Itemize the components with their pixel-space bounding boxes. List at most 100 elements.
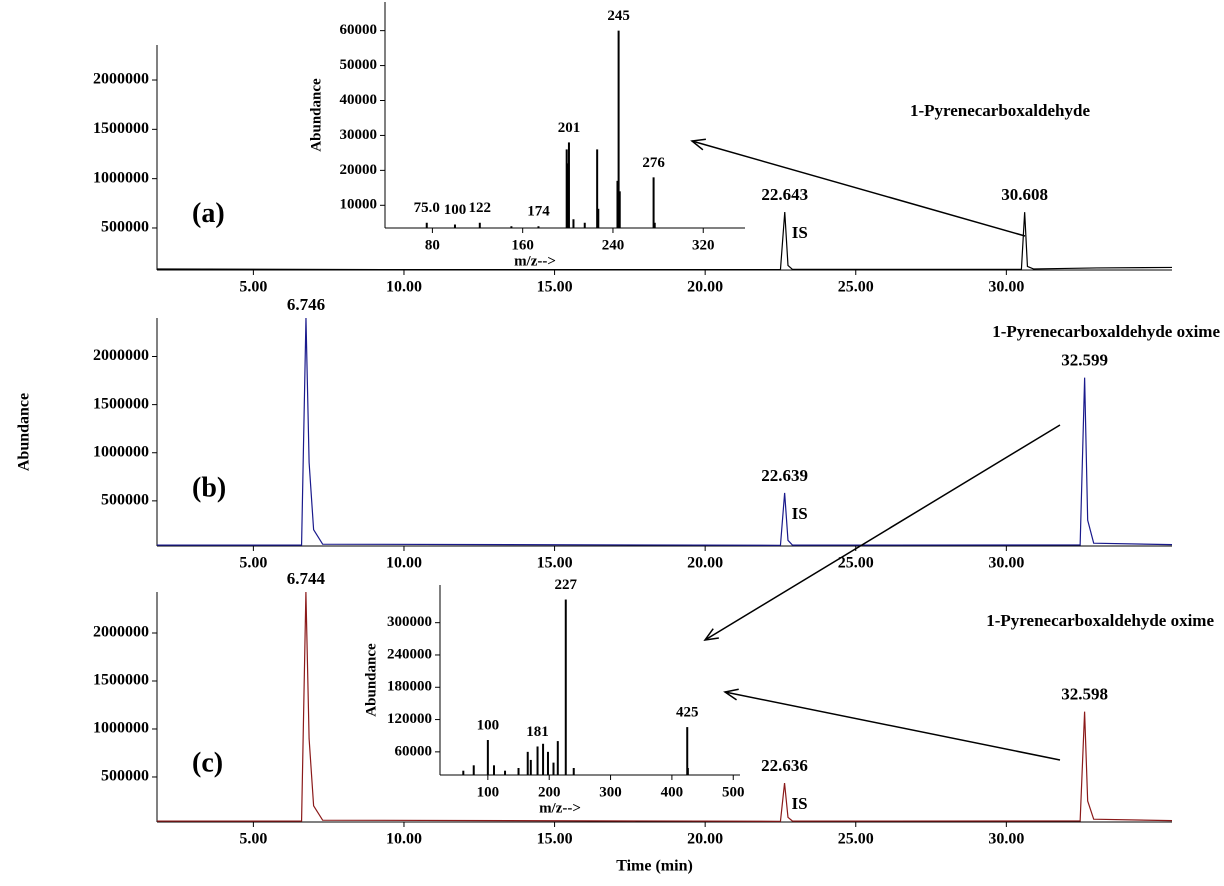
spectrum-bar — [567, 142, 570, 228]
chromatogram — [156, 211, 1173, 271]
y-tick-label: 1000000 — [93, 169, 149, 186]
x-tick-label: 10.00 — [386, 279, 422, 296]
panel-label: (a) — [192, 198, 225, 229]
arrow-head — [690, 138, 706, 151]
arrow — [724, 691, 1061, 761]
spectrum-bar — [462, 770, 465, 775]
spectrum-bar — [572, 219, 575, 228]
y-tick-label: 60000 — [340, 22, 378, 38]
y-tick-label: 1500000 — [93, 120, 149, 137]
spectrum-bar — [478, 222, 481, 228]
spectrum-bar — [572, 768, 575, 775]
spectrum-bar — [552, 762, 555, 775]
spectrum-bar — [652, 177, 655, 228]
spectrum-peak-label: 425 — [676, 705, 699, 721]
spectrum-bar — [542, 743, 545, 775]
arrow-head — [723, 688, 739, 701]
spectrum-bar — [425, 222, 428, 228]
x-tick-label: 80 — [425, 237, 440, 253]
y-tick-label: 1500000 — [93, 395, 149, 412]
panel-label: (b) — [192, 472, 226, 503]
spectrum-bar — [504, 770, 507, 775]
y-tick-label: 500000 — [101, 492, 149, 509]
spectrum-bar — [537, 226, 540, 228]
peak-label: 6.744 — [287, 569, 326, 588]
spectrum-bar — [565, 149, 568, 228]
chromatogram — [157, 317, 1173, 546]
spectrum-peak-label: 276 — [642, 155, 665, 171]
spectrum-bar — [566, 163, 569, 228]
peak-label: 6.746 — [287, 295, 325, 314]
y-tick-label: 120000 — [387, 711, 432, 727]
x-tick-label: 25.00 — [838, 555, 874, 572]
panel-title: 1-Pyrenecarboxaldehyde — [910, 101, 1091, 120]
arrows — [690, 138, 1061, 761]
spectrum-bar — [617, 30, 620, 228]
x-tick-label: 25.00 — [838, 279, 874, 296]
spectrum-bar — [583, 222, 586, 228]
x-tick-label: 30.00 — [988, 279, 1024, 296]
chromatogram — [157, 591, 1173, 822]
spectrum-bar — [653, 222, 656, 228]
spectrum-bar — [564, 599, 567, 775]
y-axis-label: Abundance — [363, 643, 379, 717]
panel-title: 1-Pyrenecarboxaldehyde oxime — [986, 611, 1214, 630]
y-tick-label: 180000 — [387, 679, 432, 695]
x-tick-label: 25.00 — [838, 831, 874, 848]
x-tick-label: 20.00 — [687, 831, 723, 848]
spectrum-peak-label: 181 — [526, 724, 549, 740]
x-tick-label: 240 — [602, 237, 625, 253]
arrow — [704, 424, 1061, 641]
y-tick-label: 40000 — [340, 92, 378, 108]
x-tick-label: 30.00 — [988, 831, 1024, 848]
spectrum-bar — [510, 226, 513, 228]
spectrum-bar — [517, 768, 520, 775]
y-tick-label: 2000000 — [93, 71, 149, 88]
x-tick-label: 500 — [722, 784, 745, 800]
spectrum-peak-label: 100 — [444, 202, 467, 218]
arrow-head — [703, 628, 719, 641]
y-tick-label: 500000 — [101, 219, 149, 236]
spectrum-peak-label: 75.0 — [414, 200, 440, 216]
x-tick-label: 30.00 — [988, 555, 1024, 572]
x-tick-label: 10.00 — [386, 555, 422, 572]
x-tick-label: 160 — [511, 237, 534, 253]
spectrum-peak-label: 174 — [527, 204, 550, 220]
spectrum-bar — [616, 180, 619, 228]
y-axis-label: Abundance — [308, 78, 324, 152]
y-tick-label: 60000 — [395, 743, 433, 759]
x-tick-label: 5.00 — [239, 279, 267, 296]
spectrum-bar — [596, 149, 599, 228]
inset-background — [360, 585, 740, 815]
spectrum-bar — [472, 765, 475, 775]
spectrum-peak-label: 122 — [469, 200, 492, 216]
spectrum-peak-label: 201 — [558, 120, 581, 136]
y-tick-label: 1000000 — [93, 720, 149, 737]
y-tick-label: 2000000 — [93, 624, 149, 641]
spectrum-bar — [492, 765, 495, 775]
arrow — [691, 140, 1026, 237]
inset-background — [305, 2, 745, 268]
spectrum-bar — [529, 759, 532, 775]
y-tick-label: 2000000 — [93, 347, 149, 364]
y-tick-label: 10000 — [340, 197, 378, 213]
y-tick-label: 500000 — [101, 768, 149, 785]
x-tick-label: 15.00 — [537, 279, 573, 296]
y-tick-label: 50000 — [340, 57, 378, 73]
spectrum-peak-label: 227 — [555, 577, 578, 593]
y-tick-label: 300000 — [387, 614, 432, 630]
peak-note: IS — [792, 794, 808, 813]
spectrum-bar — [486, 740, 489, 775]
x-tick-label: 20.00 — [687, 279, 723, 296]
x-tick-label: 400 — [661, 784, 684, 800]
peak-label: 22.639 — [761, 466, 808, 485]
spectrum-bar — [597, 208, 600, 228]
peak-label: 32.598 — [1061, 685, 1108, 704]
y-tick-label: 20000 — [340, 162, 378, 178]
y-tick-label: 240000 — [387, 646, 432, 662]
x-tick-label: 320 — [692, 237, 715, 253]
x-tick-label: 5.00 — [239, 555, 267, 572]
x-axis-label: m/z--> — [514, 253, 556, 269]
x-tick-label: 15.00 — [537, 555, 573, 572]
